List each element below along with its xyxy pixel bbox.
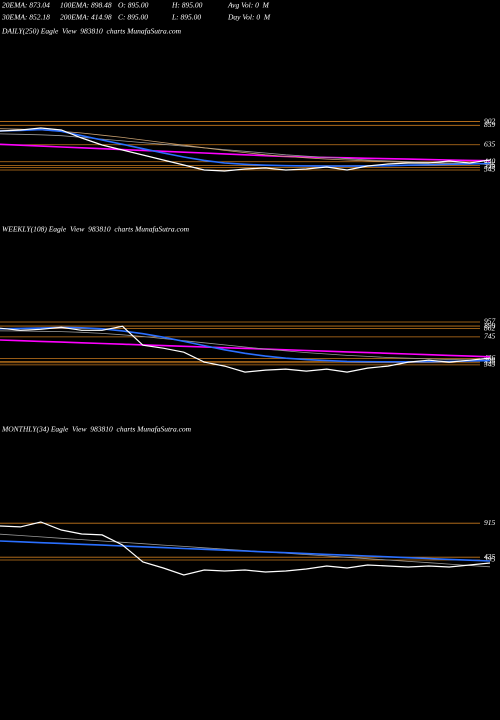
level-label: 899 (484, 321, 496, 330)
header-stat: O: 895.00 (118, 1, 149, 10)
level-label: 345 (483, 360, 496, 369)
panel-title: WEEKLY(108) Eagle View 983810 charts Mun… (2, 225, 190, 234)
level-label: 957 (484, 317, 496, 326)
level-label: 862 (484, 323, 496, 332)
header-stat: C: 895.00 (118, 13, 148, 22)
series-line (0, 339, 491, 358)
header-stat: 200EMA: 414.98 (60, 13, 112, 22)
header-stat: Day Vol: 0 M (227, 13, 271, 22)
header-stat: 100EMA: 898.48 (60, 1, 112, 10)
header-stat: Avg Vol: 0 M (227, 1, 270, 10)
header-stat: 30EMA: 852.18 (1, 13, 50, 22)
header-stat: 20EMA: 873.04 (2, 1, 50, 10)
level-label: 745 (484, 332, 496, 341)
level-label: 375 (483, 357, 496, 366)
series-line (0, 143, 491, 162)
series-line (0, 128, 491, 167)
level-label: 435 (484, 552, 496, 561)
series-line (0, 325, 491, 373)
series-line (0, 326, 491, 363)
series-line (0, 521, 491, 576)
level-label: 859 (484, 120, 496, 129)
level-label: 902 (484, 116, 496, 125)
level-label: 345 (483, 165, 496, 174)
level-label: 375 (483, 162, 496, 171)
series-line (0, 127, 491, 172)
series-line (0, 330, 491, 361)
level-label: 915 (484, 518, 496, 527)
level-label: 395 (483, 555, 496, 564)
header-stat: H: 895.00 (171, 1, 203, 10)
level-label: 635 (484, 140, 496, 149)
series-line (0, 540, 491, 562)
panel-title: DAILY(250) Eagle View 983810 charts Muna… (1, 27, 182, 36)
header-stat: L: 895.00 (171, 13, 201, 22)
panel-title: MONTHLY(34) Eagle View 983810 charts Mun… (1, 425, 192, 434)
level-label: 395 (483, 160, 496, 169)
